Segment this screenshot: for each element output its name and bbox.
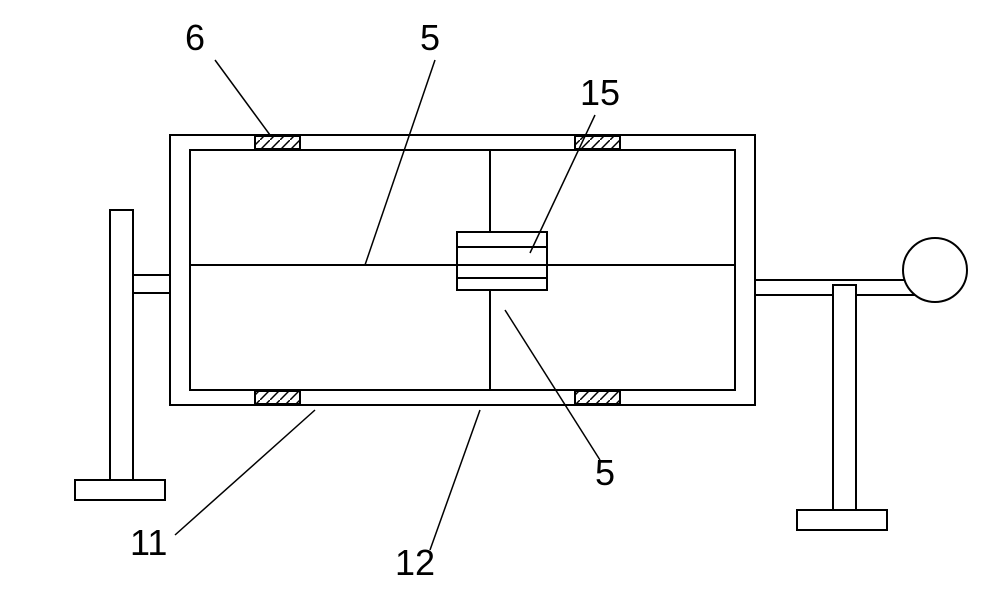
leader-12: [430, 410, 480, 550]
engineering-diagram: 6 5 15 5 11 12: [0, 0, 1000, 596]
leader-11: [175, 410, 315, 535]
hatched-mount-0: [255, 136, 300, 149]
left-post: [110, 210, 133, 480]
leader-6: [215, 60, 270, 135]
right-foot: [797, 510, 887, 530]
center-block: [457, 232, 547, 290]
hatched-mount-2: [255, 391, 300, 404]
leader-5a: [365, 60, 435, 265]
label-11: 11: [130, 522, 167, 563]
leader-5b: [505, 310, 600, 460]
label-5b: 5: [595, 452, 615, 493]
hatched-mount-3: [575, 391, 620, 404]
label-12: 12: [395, 542, 435, 583]
label-6: 6: [185, 17, 205, 58]
left-foot: [75, 480, 165, 500]
right-post: [833, 285, 856, 510]
label-15: 15: [580, 72, 620, 113]
end-wheel: [903, 238, 967, 302]
label-5a: 5: [420, 17, 440, 58]
